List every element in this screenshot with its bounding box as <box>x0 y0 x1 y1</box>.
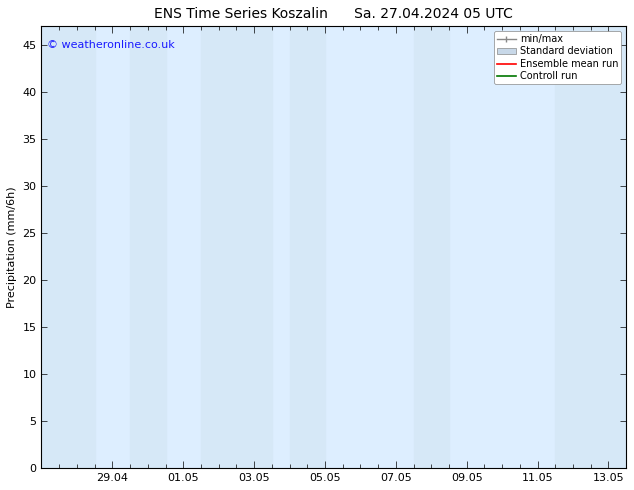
Text: © weatheronline.co.uk: © weatheronline.co.uk <box>48 40 175 49</box>
Title: ENS Time Series Koszalin      Sa. 27.04.2024 05 UTC: ENS Time Series Koszalin Sa. 27.04.2024 … <box>154 7 514 21</box>
Bar <box>413 26 449 468</box>
Bar <box>201 26 272 468</box>
Bar <box>130 26 165 468</box>
Bar <box>555 26 626 468</box>
Y-axis label: Precipitation (mm/6h): Precipitation (mm/6h) <box>7 186 17 308</box>
Legend: min/max, Standard deviation, Ensemble mean run, Controll run: min/max, Standard deviation, Ensemble me… <box>494 31 621 84</box>
Bar <box>41 26 94 468</box>
Bar <box>290 26 325 468</box>
